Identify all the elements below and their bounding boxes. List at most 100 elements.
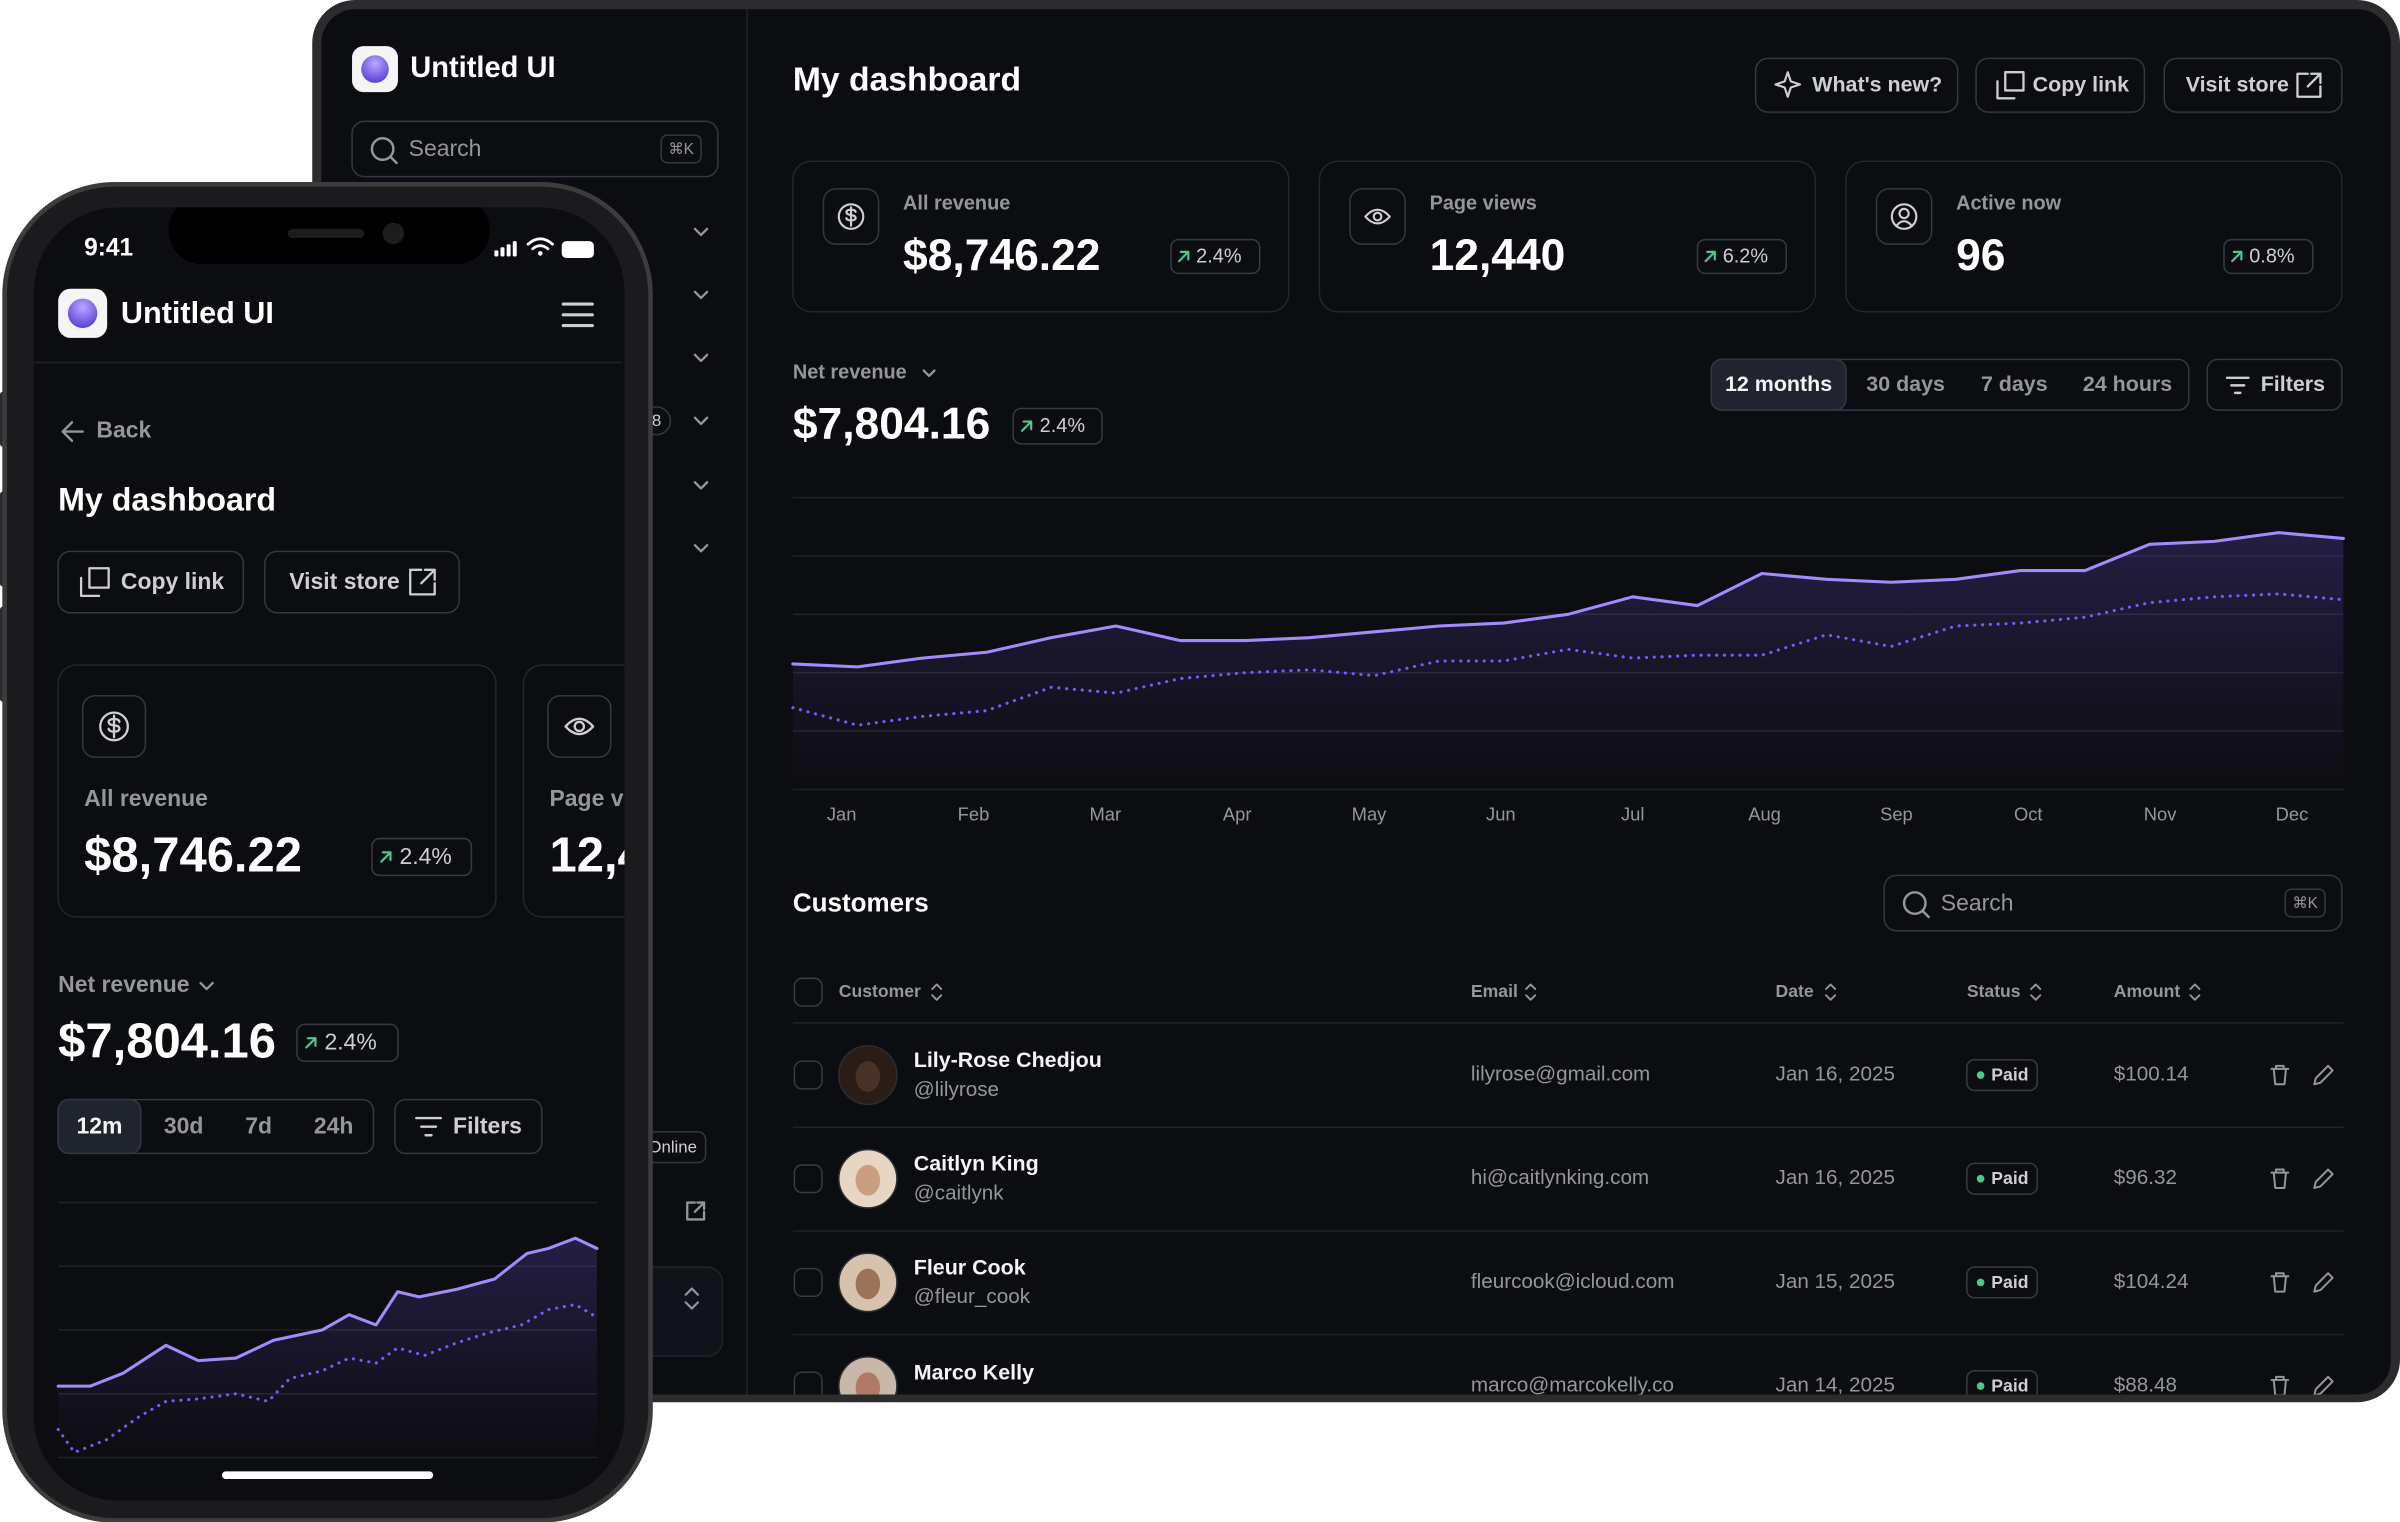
stat-card xyxy=(522,664,625,918)
stat-value: $8,746.22 xyxy=(903,231,1100,280)
filters-button[interactable] xyxy=(2206,358,2343,411)
stat-card xyxy=(792,160,1290,313)
line-area xyxy=(792,532,2344,790)
range-option[interactable]: 7d xyxy=(245,1112,272,1138)
button-label: Copy link xyxy=(2033,73,2129,97)
status-text: Online xyxy=(648,1137,697,1156)
action-button[interactable] xyxy=(264,550,460,614)
count: 8 xyxy=(652,411,661,430)
x-tick-label: Apr xyxy=(1223,803,1252,824)
button-label: What's new? xyxy=(1812,73,1942,97)
stat-card xyxy=(1845,160,2343,313)
stat-card xyxy=(1318,160,1817,313)
change-text: 2.4% xyxy=(399,843,451,869)
line-series xyxy=(791,592,2345,727)
net-revenue-label: Net revenue xyxy=(793,361,907,383)
sort-icon xyxy=(931,983,943,1001)
column-header: Amount xyxy=(2114,981,2181,1001)
chevron-icon xyxy=(693,416,709,426)
status-text: Paid xyxy=(1991,1375,2028,1395)
edit-icon xyxy=(2313,1272,2334,1293)
avatar-face xyxy=(855,1164,881,1196)
back-arrow-icon xyxy=(61,421,84,443)
checkbox[interactable] xyxy=(793,1371,823,1400)
sort-icon xyxy=(2189,983,2201,1001)
external-icon xyxy=(409,568,436,596)
customer-handle: @lilyrose xyxy=(914,1078,999,1101)
range-option[interactable]: 12m xyxy=(77,1112,123,1138)
line-series xyxy=(56,1236,599,1388)
range-option[interactable]: 12 months xyxy=(1725,372,1832,396)
status-time: 9:41 xyxy=(84,234,133,261)
change-text: 6.2% xyxy=(1723,245,1768,267)
button-label: Visit store xyxy=(289,568,400,594)
checkbox[interactable] xyxy=(793,1164,823,1194)
search-placeholder: Search xyxy=(1941,890,2014,916)
x-tick-label: Aug xyxy=(1748,803,1781,824)
edit-icon xyxy=(2313,1064,2334,1086)
action-button[interactable] xyxy=(57,550,245,614)
chevron-icon xyxy=(199,981,214,991)
status-text: Paid xyxy=(1991,1272,2028,1292)
avatar-face xyxy=(855,1268,881,1300)
signal-bar xyxy=(500,247,505,257)
customer-date: Jan 16, 2025 xyxy=(1776,1063,1895,1086)
trend-up-icon xyxy=(2231,250,2243,263)
avatar-face xyxy=(855,1061,881,1092)
checkbox[interactable] xyxy=(793,977,823,1007)
section-title: Customers xyxy=(793,887,929,917)
checkbox[interactable] xyxy=(793,1267,823,1298)
status-text: Paid xyxy=(1991,1168,2028,1188)
x-tick-label: Feb xyxy=(958,803,990,824)
chevron-icon xyxy=(693,227,709,237)
signal-bar xyxy=(506,244,511,257)
speaker xyxy=(287,228,365,239)
trend-up-icon xyxy=(305,1037,317,1049)
range-option[interactable]: 30d xyxy=(164,1112,204,1138)
copy-icon xyxy=(1996,71,2025,100)
x-tick-label: Dec xyxy=(2276,803,2309,824)
stat-label: All revenue xyxy=(84,785,208,811)
line-series xyxy=(791,531,2345,669)
x-tick-label: Sep xyxy=(1880,803,1913,824)
range-option[interactable]: 24h xyxy=(314,1112,354,1138)
range-option[interactable]: 7 days xyxy=(1981,372,2048,396)
page-title: My dashboard xyxy=(793,60,1021,98)
search-box[interactable] xyxy=(1883,874,2343,932)
chevron-icon xyxy=(922,369,936,378)
status-dot xyxy=(1976,1071,1985,1079)
range-option[interactable]: 24 hours xyxy=(2083,372,2172,396)
customer-handle: @caitlynk xyxy=(914,1182,1004,1205)
shortcut-key xyxy=(660,134,702,164)
change-badge xyxy=(2223,238,2314,275)
status-dot xyxy=(1976,1382,1985,1390)
selector-icon xyxy=(684,1287,700,1310)
filters-button[interactable] xyxy=(394,1098,543,1155)
trash-icon xyxy=(2270,1064,2290,1086)
checkbox[interactable] xyxy=(793,1060,823,1090)
tablet-content: Untitled UI Search ⌘K 8 Online My dashboard Wh… xyxy=(351,9,2345,1400)
wifi-icon xyxy=(526,237,554,251)
back-link[interactable]: Back xyxy=(96,417,151,443)
button-label: Filters xyxy=(453,1112,522,1138)
action-button[interactable] xyxy=(2163,57,2343,113)
customer-email: lilyrose@gmail.com xyxy=(1471,1063,1650,1086)
range-option[interactable]: 30 days xyxy=(1866,372,1945,396)
eye-icon xyxy=(564,717,595,736)
customer-name: Lily-Rose Chedjou xyxy=(914,1048,1102,1072)
trash-icon xyxy=(2270,1375,2290,1395)
customer-amount: $88.48 xyxy=(2114,1374,2177,1397)
trash-icon xyxy=(2270,1168,2290,1189)
status-badge xyxy=(1966,1162,2039,1195)
shortcut: ⌘K xyxy=(668,141,694,158)
change-text: 2.4% xyxy=(1040,415,1085,437)
copy-icon xyxy=(79,567,110,598)
external-icon xyxy=(2296,72,2322,98)
logo-orb xyxy=(361,55,389,83)
change-badge xyxy=(1170,238,1261,275)
net-revenue-value: $7,804.16 xyxy=(58,1014,276,1068)
action-button[interactable] xyxy=(1754,57,1959,113)
search-box[interactable] xyxy=(351,120,719,178)
